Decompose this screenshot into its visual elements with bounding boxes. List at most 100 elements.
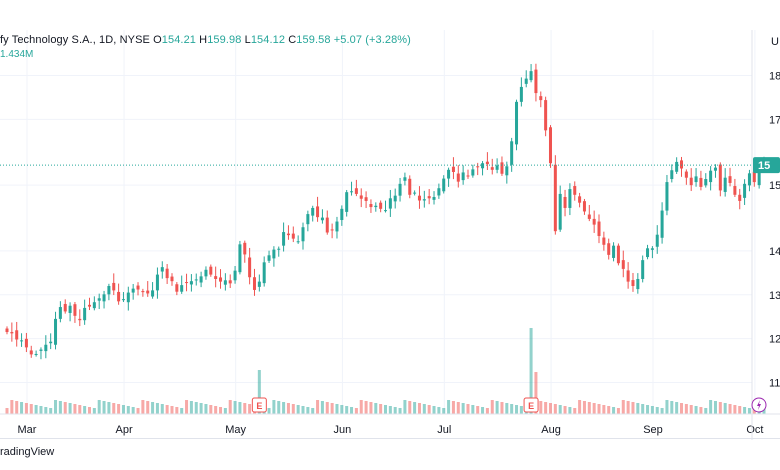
candle-body: [699, 177, 703, 187]
time-tick-label: May: [225, 424, 246, 436]
candle-body: [228, 280, 232, 284]
candle-body: [83, 307, 87, 321]
volume-bar: [621, 400, 625, 414]
candle-body: [728, 176, 732, 183]
candle-body: [155, 274, 159, 291]
candle-body: [451, 166, 455, 172]
high-value: 159.98: [207, 34, 242, 46]
volume-bar: [223, 408, 227, 414]
lightning-glyph: [757, 400, 761, 410]
volume-bar: [29, 404, 33, 414]
candle-body: [524, 78, 528, 84]
volume-bar: [141, 400, 145, 414]
candle-body: [141, 291, 145, 293]
volume-bar: [684, 404, 688, 414]
volume-bar: [151, 402, 155, 414]
candle-body: [107, 286, 111, 295]
candle-body: [641, 260, 645, 279]
earnings-marker-label: E: [528, 401, 534, 411]
volume-bar: [228, 400, 232, 414]
candle-body: [505, 166, 509, 176]
candle-body: [413, 192, 417, 194]
candle-body: [39, 349, 43, 351]
volume-bar: [393, 407, 397, 414]
tradingview-brand[interactable]: radingView: [0, 446, 55, 458]
candle-body: [447, 169, 451, 179]
candle-body: [636, 278, 640, 290]
top-toolbar: [0, 0, 780, 30]
unit-button[interactable]: U: [771, 36, 779, 48]
volume-bar: [267, 408, 271, 414]
volume-bar: [165, 405, 169, 414]
volume-bar: [39, 406, 43, 414]
candle-body: [689, 177, 693, 186]
candle-body: [204, 269, 208, 277]
volume-bar: [723, 403, 727, 414]
volume-bar: [320, 401, 324, 414]
volume-bar: [417, 403, 421, 414]
volume-bar: [354, 408, 358, 414]
volume-bar: [248, 404, 252, 414]
candle-body: [379, 202, 383, 209]
candle-body: [646, 248, 650, 258]
candle-body: [291, 233, 295, 239]
volume-bar: [214, 406, 218, 414]
volume-bar: [296, 405, 300, 414]
candle-body: [743, 183, 747, 198]
volume-bar: [306, 407, 310, 414]
axes: 18 17 15 14 13 12 11 Mar Apr May Jun Jul Aug Sep Oct: [0, 30, 780, 440]
volume-bar: [87, 407, 91, 414]
volume-bar: [655, 407, 659, 414]
candle-body: [219, 277, 223, 282]
volume-bar: [471, 405, 475, 414]
volume-bar: [456, 402, 460, 414]
candle-body: [267, 255, 271, 261]
volume-bar: [713, 401, 717, 414]
candle-body: [282, 232, 286, 246]
volume-bar: [34, 405, 38, 414]
volume-bar: [422, 404, 426, 414]
volume-bar: [272, 400, 276, 414]
candle-body: [252, 277, 256, 290]
volume-bar: [364, 401, 368, 414]
candle-body: [92, 302, 96, 309]
candle-body: [621, 260, 625, 269]
volume-bar: [733, 405, 737, 414]
volume-bar: [670, 401, 674, 414]
volume-bar: [155, 403, 159, 414]
volume-bar: [73, 404, 77, 414]
candle-body: [364, 197, 368, 201]
last-price-badge-bg: [753, 157, 780, 174]
volume-bar: [636, 403, 640, 414]
volume-bar: [325, 402, 329, 414]
candle-body: [534, 69, 538, 94]
volume-bar: [126, 406, 130, 414]
volume-bar: [437, 407, 441, 414]
volume-bar: [194, 402, 198, 414]
candlestick-chart[interactable]: 15 18 17 15 14 13 12 11 Mar Apr May Jun Jul Aug Sep Oc…: [0, 0, 780, 440]
volume-legend: 1.434M: [0, 49, 34, 60]
volume-bar: [49, 408, 53, 414]
candle-body: [54, 318, 58, 345]
volume-bar: [476, 406, 480, 414]
candle-body: [752, 171, 756, 183]
candle-body: [553, 164, 557, 232]
candle-body: [476, 166, 480, 168]
time-tick-label: Aug: [541, 424, 561, 436]
candle-body: [437, 188, 441, 196]
candle-body: [354, 188, 358, 194]
candle-body: [126, 292, 130, 303]
volume-bar: [442, 408, 446, 414]
candle-body: [471, 169, 475, 176]
candle-body: [44, 344, 48, 352]
candle-body: [49, 341, 53, 344]
volume-bar: [573, 408, 577, 414]
candle-body: [670, 170, 674, 180]
candle-body: [151, 290, 155, 297]
candle-body: [408, 178, 412, 195]
volume-bar: [5, 408, 9, 414]
volume-bar: [131, 407, 135, 414]
candle-body: [738, 194, 742, 201]
volume-bar: [209, 405, 213, 414]
volume-bar: [738, 406, 742, 414]
